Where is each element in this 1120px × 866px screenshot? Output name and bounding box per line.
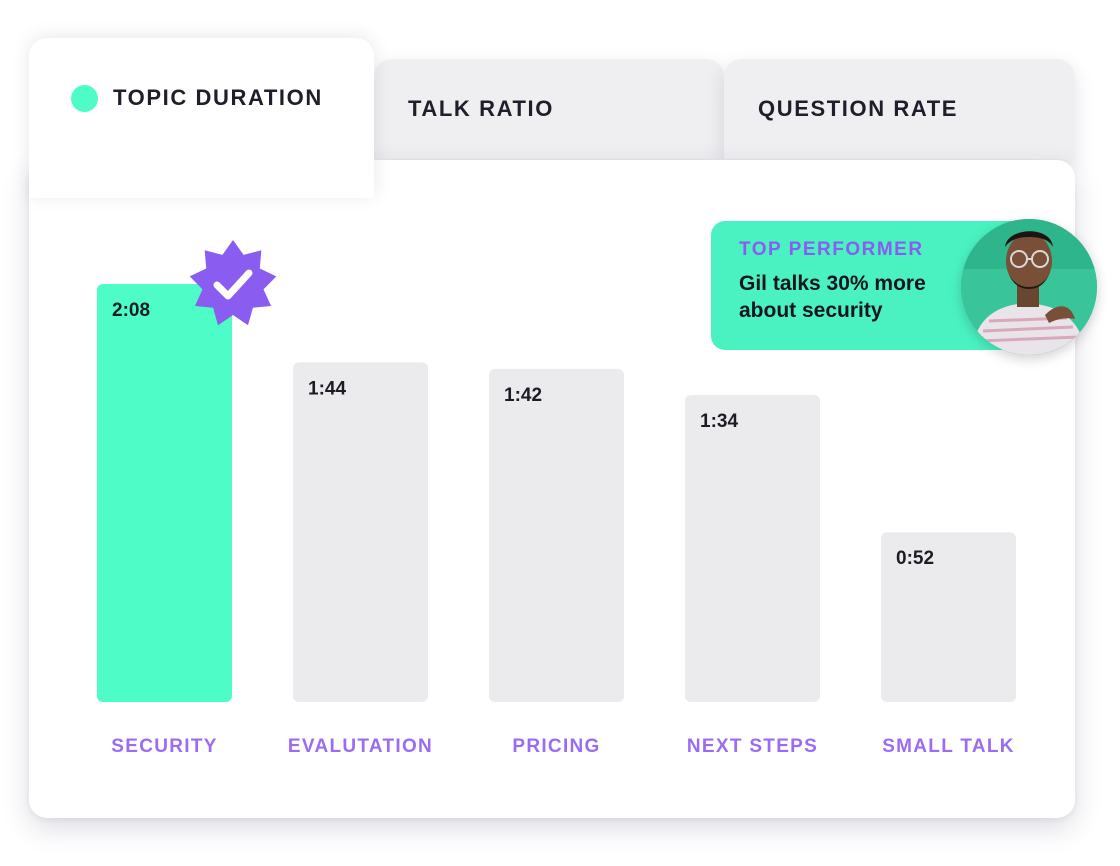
tab-question-rate-label: QUESTION RATE <box>758 96 959 121</box>
avatar-illustration <box>961 219 1097 355</box>
tab-talk-ratio[interactable]: TALK RATIO <box>374 59 724 159</box>
callout-text: Gil talks 30% more about security <box>739 272 926 322</box>
tab-talk-ratio-label: TALK RATIO <box>408 96 554 121</box>
tab-topic-duration-label: TOPIC DURATION <box>113 85 323 110</box>
tab-question-rate[interactable]: QUESTION RATE <box>724 59 1075 159</box>
active-tab-joint <box>29 150 374 190</box>
callout-title: TOP PERFORMER <box>739 239 924 260</box>
dot-icon <box>71 85 98 112</box>
person-avatar <box>961 219 1097 355</box>
verified-check-badge-icon <box>189 240 277 326</box>
